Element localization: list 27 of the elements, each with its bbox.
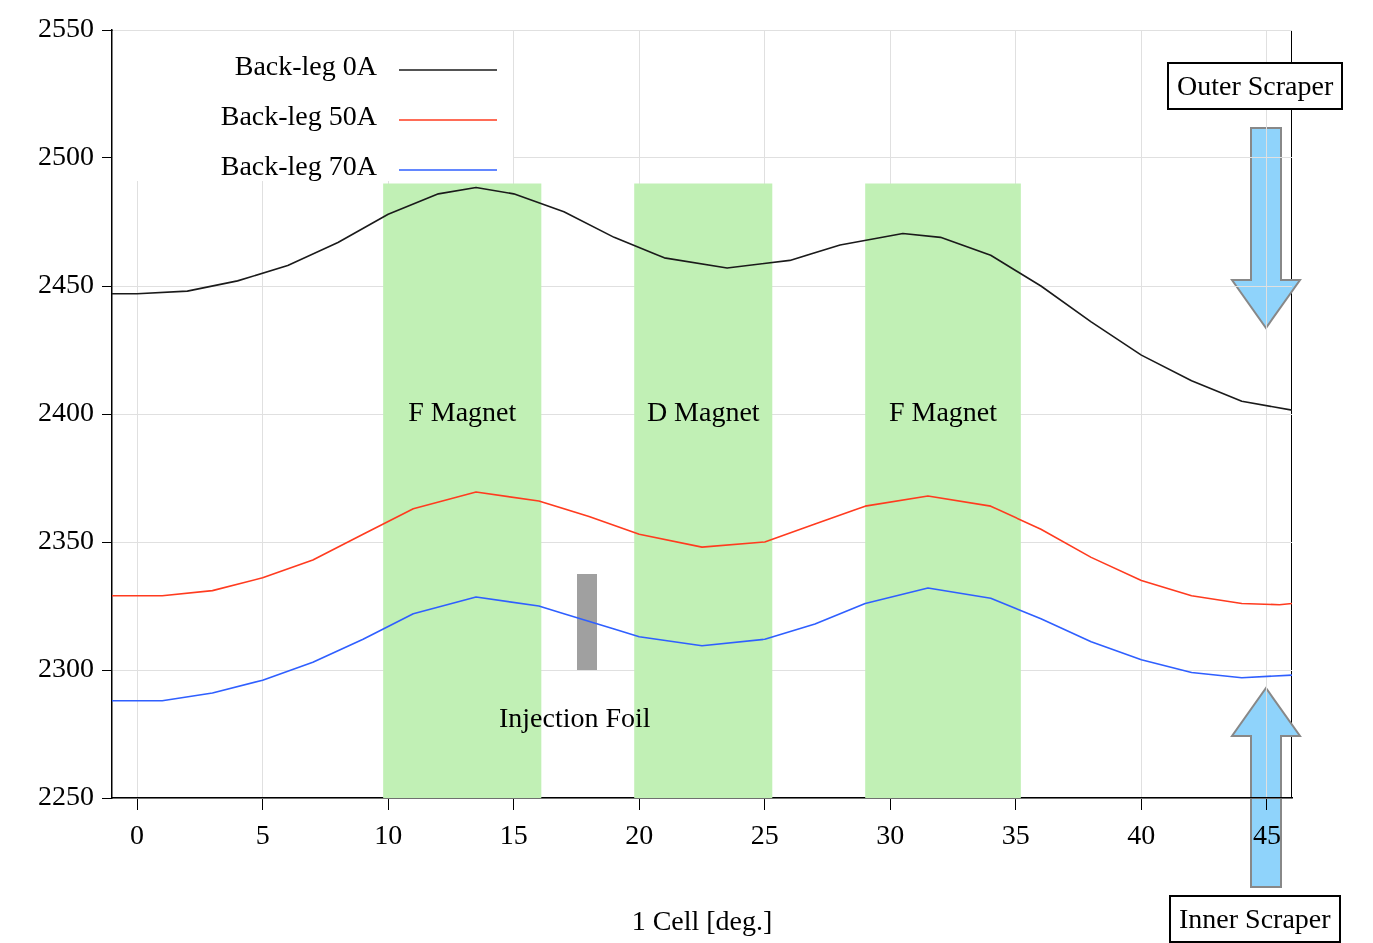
x-tick-label: 40 xyxy=(1127,819,1156,851)
y-tick-label: 2350 xyxy=(38,524,94,556)
x-axis-title: 1 Cell [deg.] xyxy=(631,904,773,936)
x-tick-label: 25 xyxy=(750,819,779,851)
legend-label: Back-leg 0A xyxy=(234,50,378,82)
legend-label: Back-leg 70A xyxy=(220,150,378,182)
text: Inner Scraper xyxy=(1169,895,1341,943)
y-tick-label: 2500 xyxy=(38,140,94,172)
x-tick-label: 20 xyxy=(625,819,654,851)
x-tick-label: 0 xyxy=(130,819,145,851)
y-tick-label: 2400 xyxy=(38,396,94,428)
x-tick-label: 35 xyxy=(1001,819,1030,851)
y-tick-label: 2450 xyxy=(38,268,94,300)
y-tick-label: 2250 xyxy=(38,780,94,812)
band-label: F Magnet xyxy=(888,396,998,428)
annotation: Injection Foil xyxy=(499,702,651,734)
y-tick-label: 2300 xyxy=(38,652,94,684)
band-label: D Magnet xyxy=(646,396,760,428)
x-tick-label: 30 xyxy=(876,819,905,851)
legend-label: Back-leg 50A xyxy=(220,100,378,132)
band-label: F Magnet xyxy=(408,396,517,428)
y-tick-label: 2550 xyxy=(38,12,94,44)
x-tick-label: 5 xyxy=(255,819,270,851)
x-tick-label: 45 xyxy=(1252,819,1281,851)
x-tick-label: 15 xyxy=(499,819,528,851)
annotation: Outer Scraper xyxy=(1167,62,1344,110)
x-tick-label: 10 xyxy=(374,819,403,851)
